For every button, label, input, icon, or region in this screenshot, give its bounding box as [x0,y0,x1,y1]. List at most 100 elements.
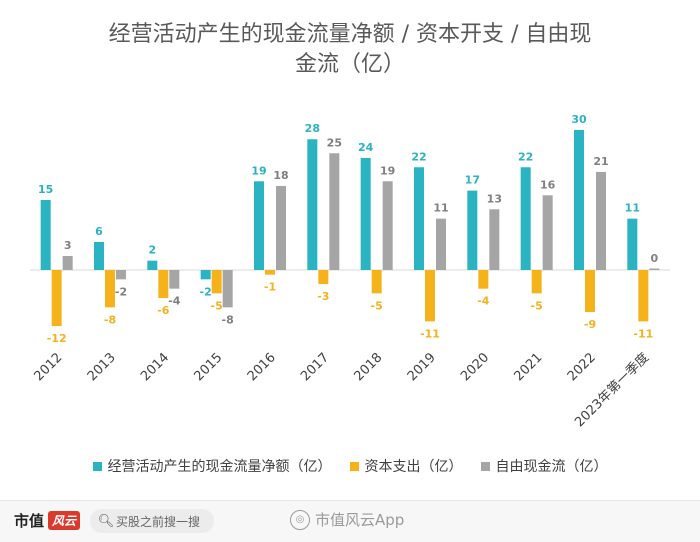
bar-operating-cash-flow-2023年第一季度 [627,218,638,270]
x-tick-label-2013: 2013 [85,350,119,384]
bar-capex-2012 [51,270,62,327]
data-label-operating-cash-flow-2013: 6 [95,225,103,238]
bar-operating-cash-flow-2018 [360,157,371,270]
chart-legend: 经营活动产生的现金流量净额（亿） 资本支出（亿） 自由现金流（亿） [0,456,700,476]
bar-operating-cash-flow-2013 [94,241,104,270]
brand-name: 市值 [14,512,45,530]
bar-operating-cash-flow-2014 [147,260,158,270]
data-label-operating-cash-flow-2012: 15 [38,183,53,196]
bar-operating-cash-flow-2022 [574,129,584,270]
data-label-operating-cash-flow-2020: 17 [465,174,480,187]
bar-capex-2022 [585,270,595,313]
bar-free-cash-flow-2018 [382,181,393,270]
data-label-free-cash-flow-2023年第一季度: 0 [651,252,659,265]
data-label-capex-2013: -8 [104,313,116,326]
data-label-capex-2020: -4 [477,295,490,308]
data-label-free-cash-flow-2014: -4 [168,295,181,308]
x-tick-label-2015: 2015 [191,350,225,384]
data-label-operating-cash-flow-2023年第一季度: 11 [625,202,640,215]
legend-label-operating-cash-flow: 经营活动产生的现金流量净额（亿） [107,459,332,475]
x-tick-label-2012: 2012 [31,350,65,384]
data-label-free-cash-flow-2018: 19 [380,164,395,177]
bar-operating-cash-flow-2015 [200,270,211,280]
bar-free-cash-flow-2016 [276,185,286,270]
x-tick-label-2014: 2014 [138,350,172,384]
data-label-operating-cash-flow-2018: 24 [358,141,374,154]
bar-free-cash-flow-2021 [542,195,553,270]
weibo-icon: ◎ [290,509,310,530]
data-label-free-cash-flow-2020: 13 [487,192,502,205]
data-label-operating-cash-flow-2021: 22 [518,150,533,163]
legend-item-capex: 资本支出（亿） [349,456,463,476]
bar-operating-cash-flow-2019 [414,167,424,270]
legend-swatch-capex [349,461,359,471]
data-label-capex-2023年第一季度: -11 [633,327,653,340]
x-tick-label-2020: 2020 [458,350,492,384]
data-label-capex-2017: -3 [317,290,329,303]
data-label-free-cash-flow-2016: 18 [273,169,288,182]
bar-free-cash-flow-2014 [169,270,180,289]
search-placeholder: 买股之前搜一搜 [116,514,201,529]
brand-tag: 风云 [48,511,81,530]
search-icon: 🔍︎ [97,513,115,529]
bar-free-cash-flow-2023年第一季度 [649,268,660,270]
data-label-capex-2012: -12 [47,332,67,345]
bar-free-cash-flow-2015 [222,270,233,308]
bar-free-cash-flow-2017 [329,153,340,270]
data-label-capex-2015: -5 [211,299,223,312]
x-tick-label-2018: 2018 [351,350,385,384]
data-label-capex-2014: -6 [157,304,170,317]
bar-free-cash-flow-2013 [116,270,126,280]
bar-free-cash-flow-2019 [436,218,446,270]
footer-bar: 市值 风云 🔍︎ 买股之前搜一搜 ◎ 市值风云App [0,500,700,542]
chart-title: 经营活动产生的现金流量净额 / 资本开支 / 自由现 金流（亿） [0,20,700,80]
bar-capex-2014 [158,270,169,299]
bar-capex-2018 [371,270,382,294]
bar-operating-cash-flow-2012 [40,199,51,270]
bar-capex-2016 [265,270,275,275]
data-label-operating-cash-flow-2017: 28 [305,122,320,135]
data-label-operating-cash-flow-2016: 19 [251,164,266,177]
legend-item-free-cash-flow: 自由现金流（亿） [480,456,608,476]
bar-free-cash-flow-2022 [596,171,606,270]
data-label-free-cash-flow-2017: 25 [327,136,342,149]
brand-logo[interactable]: 市值 风云 [14,510,81,531]
data-label-capex-2019: -11 [420,327,440,340]
bar-capex-2021 [531,270,542,294]
data-label-free-cash-flow-2015: -8 [222,313,234,326]
data-label-operating-cash-flow-2015: -2 [200,285,212,298]
data-label-operating-cash-flow-2019: 22 [411,150,426,163]
watermark-text: 市值风云App [315,511,405,529]
legend-item-operating-cash-flow: 经营活动产生的现金流量净额（亿） [92,456,332,476]
chart-title-line-1: 经营活动产生的现金流量净额 / 资本开支 / 自由现 [108,22,592,47]
bar-capex-2019 [425,270,435,322]
data-label-free-cash-flow-2013: -2 [115,285,127,298]
chart-title-line-2: 金流（亿） [294,52,405,77]
data-label-operating-cash-flow-2014: 2 [149,244,157,257]
data-label-free-cash-flow-2019: 11 [433,202,448,215]
bar-capex-2013 [105,270,115,308]
bar-operating-cash-flow-2021 [520,167,531,270]
bar-free-cash-flow-2012 [62,255,73,270]
source-watermark: ◎ 市值风云App [290,509,404,530]
x-tick-label-2022: 2022 [565,350,599,384]
legend-label-capex: 资本支出（亿） [364,459,463,475]
bar-capex-2015 [211,270,222,294]
data-label-operating-cash-flow-2022: 30 [571,113,587,126]
data-label-capex-2018: -5 [371,299,383,312]
bar-chart: 15-12320126-8-220132-6-42014-2-5-8201519… [30,113,670,430]
data-label-capex-2022: -9 [584,318,596,331]
bar-free-cash-flow-2020 [489,209,500,270]
bar-capex-2023年第一季度 [638,270,649,322]
bar-operating-cash-flow-2017 [307,139,318,270]
bar-operating-cash-flow-2016 [254,181,264,270]
x-tick-label-2016: 2016 [245,350,279,384]
search-box[interactable]: 🔍︎ 买股之前搜一搜 [90,509,214,533]
legend-label-free-cash-flow: 自由现金流（亿） [495,459,608,475]
legend-swatch-operating-cash-flow [92,461,102,471]
data-label-free-cash-flow-2021: 16 [540,178,556,191]
x-tick-label-2019: 2019 [405,350,439,384]
x-tick-label-2017: 2017 [298,350,332,384]
bar-capex-2020 [478,270,489,289]
data-label-capex-2016: -1 [264,281,276,294]
